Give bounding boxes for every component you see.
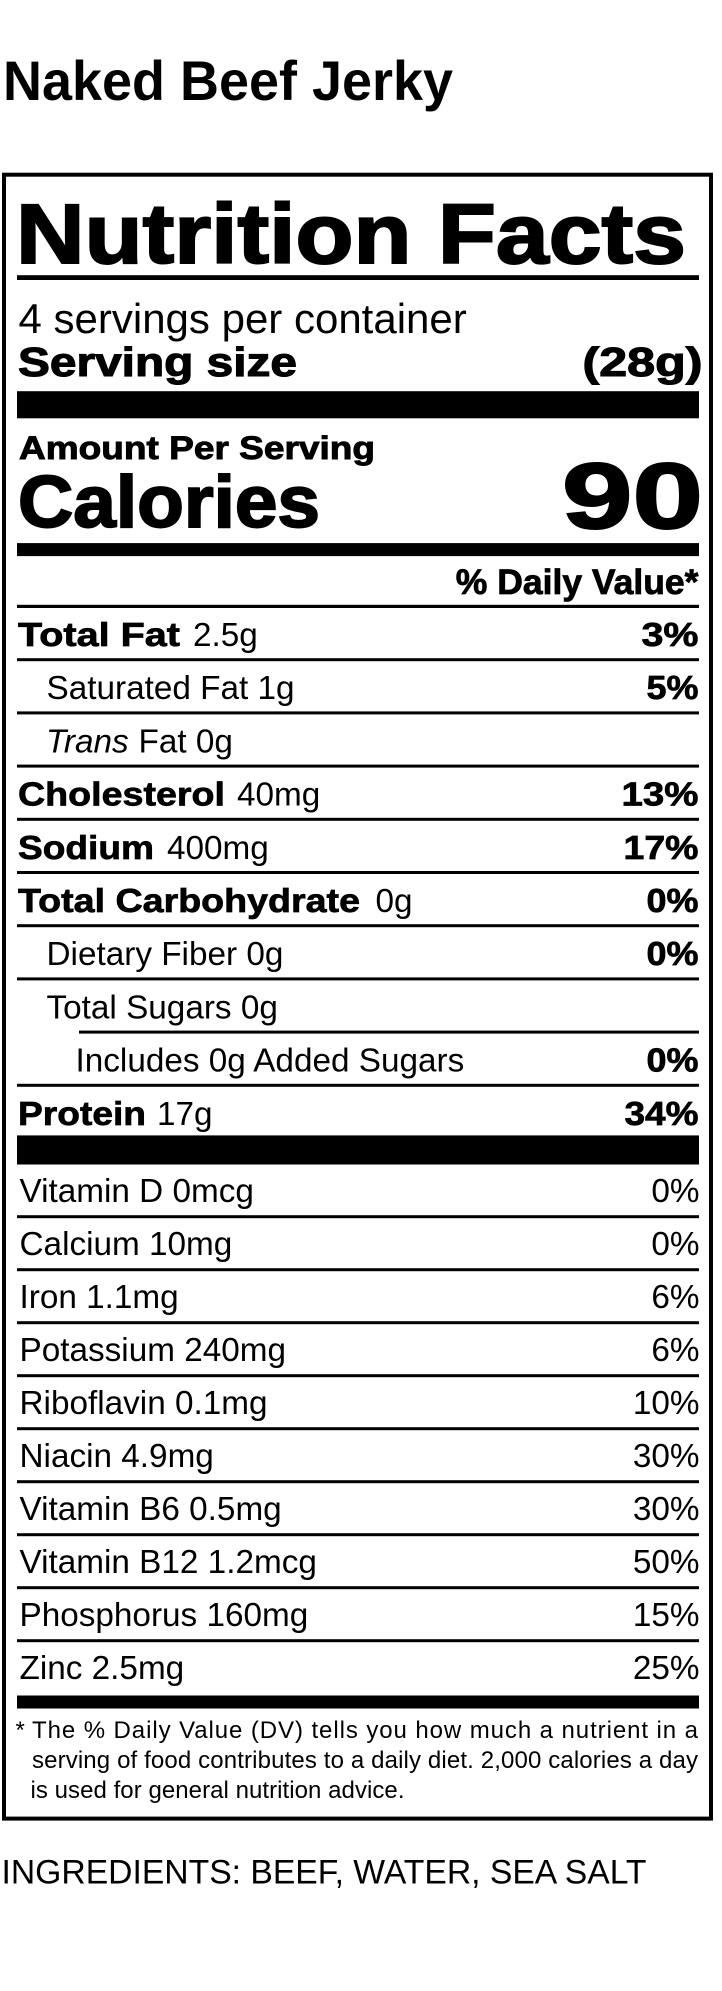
svg-text:30%: 30% — [633, 1438, 700, 1475]
svg-text:2.5g: 2.5g — [193, 617, 258, 654]
svg-text:serving of food contributes to: serving of food contributes to a daily d… — [32, 1747, 698, 1774]
svg-text:The % Daily Value (DV) tells y: The % Daily Value (DV) tells you how muc… — [32, 1717, 699, 1744]
svg-text:Total Carbohydrate: Total Carbohydrate — [18, 883, 360, 920]
svg-text:13%: 13% — [622, 777, 699, 814]
svg-text:Serving size: Serving size — [18, 339, 297, 385]
svg-text:Zinc 2.5mg: Zinc 2.5mg — [20, 1650, 185, 1687]
svg-text:INGREDIENTS: BEEF, WATER, SEA: INGREDIENTS: BEEF, WATER, SEA SALT — [2, 1854, 647, 1892]
svg-text:25%: 25% — [633, 1650, 700, 1687]
svg-text:0%: 0% — [647, 1043, 699, 1080]
svg-text:15%: 15% — [633, 1597, 700, 1634]
svg-text:Nutrition Facts: Nutrition Facts — [16, 187, 686, 281]
svg-text:30%: 30% — [633, 1491, 700, 1528]
svg-text:0%: 0% — [647, 883, 699, 920]
svg-text:17g: 17g — [157, 1096, 213, 1133]
svg-text:Cholesterol: Cholesterol — [18, 777, 225, 814]
svg-text:Calories: Calories — [18, 462, 320, 543]
svg-text:Total Fat: Total Fat — [18, 617, 180, 654]
svg-text:4 servings per container: 4 servings per container — [19, 295, 467, 342]
svg-text:Trans: Trans — [46, 723, 129, 760]
svg-text:*: * — [16, 1717, 25, 1744]
svg-text:Total Sugars 0g: Total Sugars 0g — [47, 989, 278, 1026]
svg-text:90: 90 — [562, 444, 703, 548]
svg-text:Potassium 240mg: Potassium 240mg — [20, 1332, 287, 1369]
svg-text:Saturated Fat 1g: Saturated Fat 1g — [47, 670, 295, 707]
svg-text:is used for general nutrition: is used for general nutrition advice. — [31, 1777, 405, 1804]
svg-text:Fat 0g: Fat 0g — [139, 723, 233, 760]
svg-text:Calcium 10mg: Calcium 10mg — [20, 1226, 233, 1263]
svg-text:Phosphorus 160mg: Phosphorus 160mg — [20, 1597, 309, 1634]
svg-text:Sodium: Sodium — [18, 830, 154, 867]
svg-text:50%: 50% — [633, 1544, 700, 1581]
svg-text:Includes 0g Added Sugars: Includes 0g Added Sugars — [76, 1043, 465, 1080]
svg-text:6%: 6% — [651, 1332, 699, 1369]
svg-text:0%: 0% — [651, 1226, 699, 1263]
svg-text:% Daily Value*: % Daily Value* — [456, 562, 699, 602]
svg-text:(28g): (28g) — [583, 339, 703, 385]
svg-text:Riboflavin 0.1mg: Riboflavin 0.1mg — [20, 1385, 268, 1422]
svg-text:10%: 10% — [633, 1385, 700, 1422]
svg-text:3%: 3% — [642, 617, 699, 654]
svg-text:0%: 0% — [651, 1173, 699, 1210]
svg-text:Iron 1.1mg: Iron 1.1mg — [20, 1279, 179, 1316]
svg-text:Amount Per Serving: Amount Per Serving — [19, 430, 375, 466]
svg-text:400mg: 400mg — [167, 830, 269, 867]
svg-text:0%: 0% — [647, 936, 699, 973]
svg-text:Vitamin B6 0.5mg: Vitamin B6 0.5mg — [20, 1491, 282, 1528]
svg-text:Naked Beef Jerky: Naked Beef Jerky — [3, 50, 453, 112]
svg-text:34%: 34% — [625, 1096, 699, 1133]
svg-text:Vitamin B12 1.2mcg: Vitamin B12 1.2mcg — [20, 1544, 317, 1581]
svg-text:5%: 5% — [647, 670, 699, 707]
svg-text:Niacin 4.9mg: Niacin 4.9mg — [20, 1438, 214, 1475]
svg-text:40mg: 40mg — [237, 777, 320, 814]
svg-text:17%: 17% — [624, 830, 699, 867]
svg-text:6%: 6% — [651, 1279, 699, 1316]
svg-text:Dietary Fiber 0g: Dietary Fiber 0g — [47, 936, 284, 973]
svg-text:Vitamin D 0mcg: Vitamin D 0mcg — [20, 1173, 254, 1210]
svg-text:0g: 0g — [376, 883, 413, 920]
svg-text:Protein: Protein — [18, 1096, 146, 1133]
